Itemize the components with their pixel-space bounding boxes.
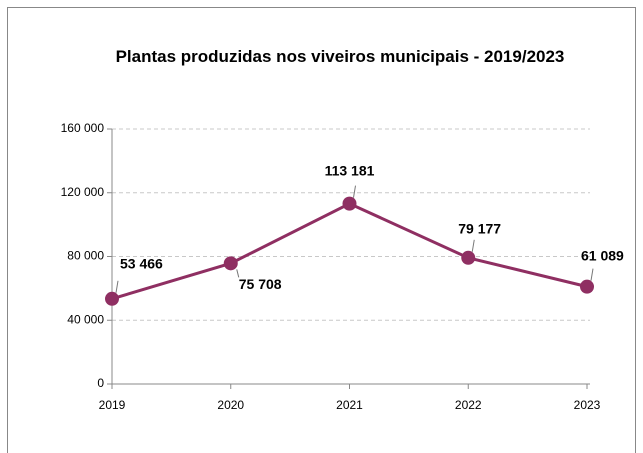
x-tick-label: 2019 [99, 398, 126, 412]
chart-frame [7, 7, 636, 453]
data-label: 79 177 [458, 221, 501, 237]
leader-line [353, 185, 356, 198]
leader-line [590, 268, 594, 281]
data-label: 53 466 [120, 255, 163, 271]
data-label: 113 181 [325, 162, 375, 178]
x-tick-label: 2022 [455, 398, 482, 412]
point [461, 250, 476, 265]
point [580, 279, 594, 294]
y-tick-label: 80 000 [67, 249, 104, 263]
y-tick-label: 0 [97, 376, 104, 390]
data-label: 61 089 [581, 247, 624, 263]
point [342, 196, 357, 211]
leader-line [236, 269, 240, 278]
leader-line [115, 280, 119, 293]
data-label: 75 708 [239, 276, 282, 292]
y-tick-label: 40 000 [67, 312, 104, 326]
point [105, 291, 119, 306]
x-tick-label: 2020 [217, 398, 244, 412]
y-tick-label: 160 000 [61, 121, 105, 135]
x-tick-label: 2021 [336, 398, 363, 412]
line [111, 201, 588, 301]
x-tick-label: 2023 [574, 398, 601, 412]
leader-line [471, 239, 475, 252]
point [223, 256, 238, 271]
y-tick-label: 120 000 [61, 185, 105, 199]
chart-title: Plantas produzidas nos viveiros municipa… [115, 47, 565, 66]
